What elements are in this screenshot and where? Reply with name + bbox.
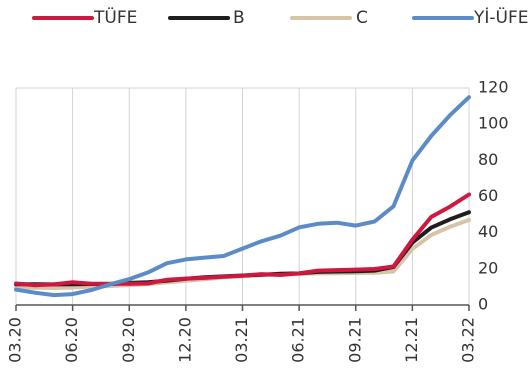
x-tick-label: 12.20 — [175, 317, 194, 363]
x-tick-label: 06.20 — [62, 317, 81, 363]
legend-item-4: Yİ-ÜFE — [412, 6, 529, 28]
series-line-tüfe — [14, 192, 471, 288]
x-tick-label: 12.21 — [402, 317, 421, 363]
legend-label: Yİ-ÜFE — [473, 6, 529, 28]
x-tick-label: 09.21 — [345, 317, 364, 363]
legend-item-1: TÜFE — [32, 6, 137, 28]
x-tick-label: 03.21 — [232, 317, 251, 363]
y-tick-label: 100 — [478, 114, 509, 133]
y-tick-label: 0 — [478, 295, 488, 314]
y-tick-label: 120 — [478, 78, 509, 97]
legend-item-3: C — [290, 8, 368, 28]
x-tick-label: 03.22 — [459, 317, 478, 363]
y-axis: 0 20 40 60 80 100 120 — [478, 78, 509, 314]
y-tick-label: 40 — [478, 222, 498, 241]
x-axis: 03.20 06.20 09.20 12.20 03.21 06.21 09.21 12.21… — [6, 304, 478, 363]
y-tick-label: 60 — [478, 186, 498, 205]
y-tick-label: 20 — [478, 258, 498, 277]
x-tick-label: 09.20 — [119, 317, 138, 363]
plot-area — [14, 87, 471, 305]
legend-item-2: B — [168, 8, 245, 28]
legend-label: C — [356, 8, 368, 28]
x-tick-label: 06.21 — [289, 317, 308, 363]
x-tick-label: 03.20 — [6, 317, 25, 363]
legend-label: TÜFE — [93, 6, 137, 28]
legend: TÜFE B C Yİ-ÜFE — [32, 6, 529, 28]
series-line-yi-üfe — [14, 95, 471, 298]
y-tick-label: 80 — [478, 150, 498, 169]
series-lines — [14, 95, 471, 298]
legend-label: B — [233, 8, 245, 28]
